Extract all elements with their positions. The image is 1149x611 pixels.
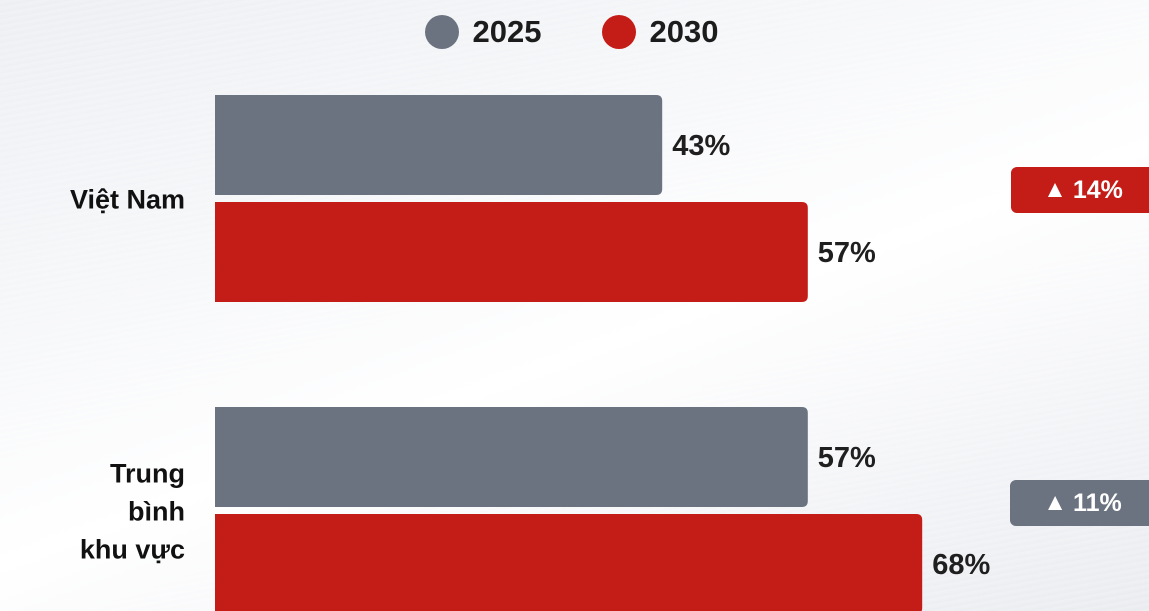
- legend-item-2030: 2030: [601, 14, 719, 50]
- change-label-regional-average: 11%: [1073, 488, 1122, 517]
- bar-2030-viet-nam: [215, 202, 808, 302]
- triangle-up-icon: ▲: [1043, 176, 1067, 203]
- change-badge-viet-nam: ▲ 14%: [1011, 167, 1149, 213]
- legend-label-2030: 2030: [649, 14, 719, 49]
- value-label-2025-regional-average: 57%: [818, 442, 876, 474]
- legend-item-2025: 2025: [424, 14, 542, 50]
- category-label-viet-nam: Việt Nam: [70, 185, 185, 215]
- legend: 2025 2030: [0, 14, 1146, 50]
- legend-swatch-2030: [601, 15, 636, 49]
- value-label-2030-viet-nam: 57%: [818, 237, 876, 269]
- legend-label-2025: 2025: [472, 14, 542, 49]
- bar-2025-regional-average: [215, 407, 808, 507]
- change-badge-regional-average: ▲ 11%: [1010, 480, 1149, 526]
- bar-2030-regional-average: [215, 514, 923, 611]
- legend-swatch-2025: [424, 15, 459, 49]
- triangle-up-icon: ▲: [1043, 489, 1068, 516]
- value-label-2025-viet-nam: 43%: [672, 130, 730, 162]
- change-label-viet-nam: 14%: [1072, 175, 1123, 204]
- bar-2025-viet-nam: [215, 95, 663, 195]
- value-label-2030-regional-average: 68%: [932, 549, 990, 581]
- category-label-regional-average: Trung bình khu vực: [80, 459, 185, 565]
